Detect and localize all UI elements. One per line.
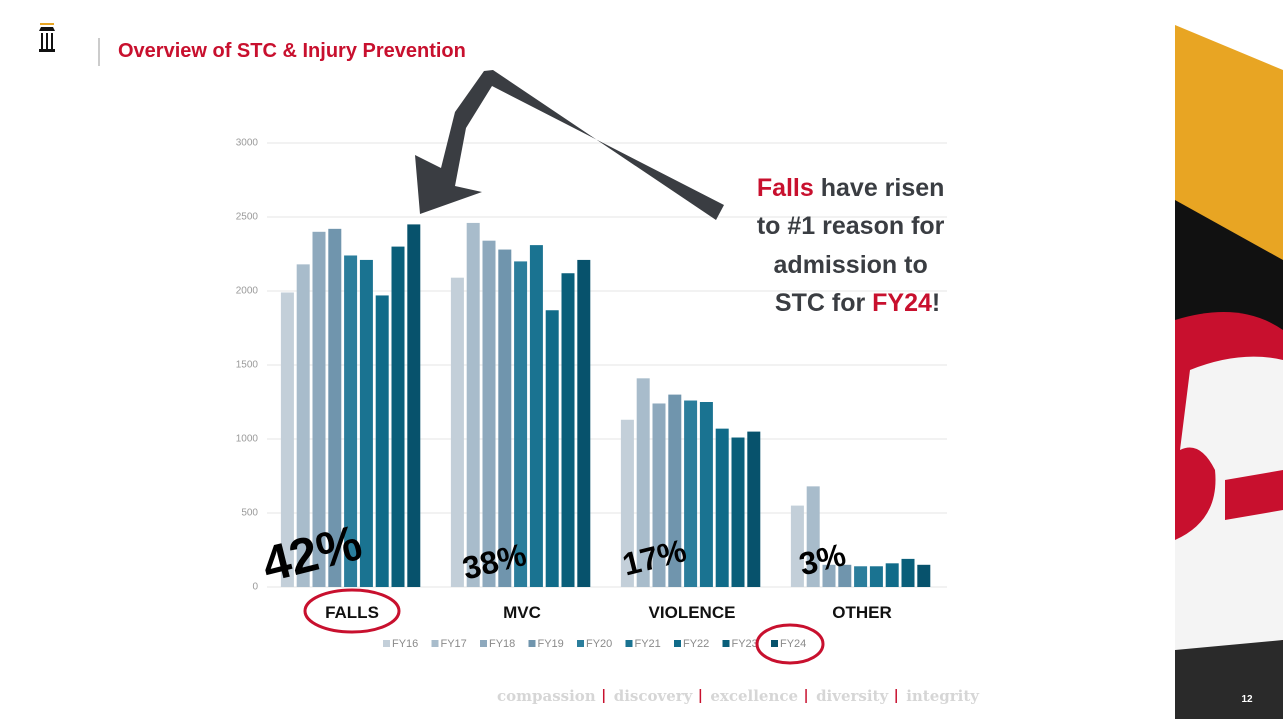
- y-tick-label: 2500: [236, 212, 259, 223]
- bar: [732, 438, 745, 587]
- arrow: [415, 70, 724, 220]
- y-tick-label: 1500: [236, 360, 259, 371]
- callout-text: admission to: [774, 251, 928, 279]
- legend-swatch: [771, 640, 778, 647]
- slide: 12 Overview of STC & Injury Prevention 0…: [0, 0, 1283, 719]
- legend-swatch: [383, 640, 390, 647]
- callout-text: STC for: [775, 289, 872, 317]
- bar: [870, 566, 883, 587]
- bar: [716, 429, 729, 587]
- legend-swatch: [480, 640, 487, 647]
- legend-label: FY17: [441, 638, 467, 650]
- callout-text: have risen: [814, 174, 945, 202]
- y-tick-label: 0: [252, 582, 258, 593]
- callout-text: !: [932, 289, 940, 317]
- bar: [700, 402, 713, 587]
- bar: [917, 565, 930, 587]
- bar: [376, 295, 389, 587]
- legend-swatch: [723, 640, 730, 647]
- value-word: integrity: [906, 687, 980, 705]
- x-tick-label: MVC: [503, 603, 541, 622]
- slide-title: Overview of STC & Injury Prevention: [118, 40, 466, 62]
- page-number: 12: [1241, 694, 1253, 705]
- y-tick-label: 3000: [236, 138, 259, 149]
- callout-text: FY24: [872, 289, 932, 317]
- legend-label: FY19: [538, 638, 564, 650]
- x-tick-label: FALLS: [325, 603, 379, 622]
- legend-label: FY22: [683, 638, 709, 650]
- bar: [483, 241, 496, 587]
- y-tick-label: 2000: [236, 286, 259, 297]
- legend-label: FY24: [780, 638, 806, 650]
- bar: [360, 260, 373, 587]
- bar: [577, 260, 590, 587]
- callout-text: to #1 reason for: [757, 212, 945, 240]
- flag-decoration: [1175, 0, 1283, 719]
- x-tick-label: VIOLENCE: [649, 603, 736, 622]
- bar: [451, 278, 464, 587]
- callout-text: Falls: [757, 174, 814, 202]
- bar: [546, 310, 559, 587]
- bar: [392, 247, 405, 587]
- value-word: excellence: [710, 687, 798, 705]
- bar: [902, 559, 915, 587]
- legend-swatch: [432, 640, 439, 647]
- legend-label: FY21: [635, 638, 661, 650]
- legend-label: FY20: [586, 638, 612, 650]
- legend-swatch: [529, 640, 536, 647]
- y-tick-label: 1000: [236, 434, 259, 445]
- bar: [747, 432, 760, 587]
- value-word: diversity: [816, 687, 889, 705]
- bar: [886, 563, 899, 587]
- y-tick-label: 500: [241, 508, 258, 519]
- x-tick-label: OTHER: [832, 603, 892, 622]
- legend-swatch: [577, 640, 584, 647]
- bar: [530, 245, 543, 587]
- legend-label: FY23: [732, 638, 758, 650]
- logo: [39, 23, 55, 52]
- legend-label: FY18: [489, 638, 515, 650]
- legend-swatch: [674, 640, 681, 647]
- value-word: discovery: [614, 687, 694, 705]
- values-footer: compassion discovery excellence diversity in…: [497, 687, 980, 705]
- legend-swatch: [626, 640, 633, 647]
- bar: [854, 566, 867, 587]
- bar: [407, 224, 420, 587]
- bar: [467, 223, 480, 587]
- value-word: compassion: [497, 687, 596, 705]
- bar: [498, 250, 511, 587]
- legend-label: FY16: [392, 638, 418, 650]
- bar: [562, 273, 575, 587]
